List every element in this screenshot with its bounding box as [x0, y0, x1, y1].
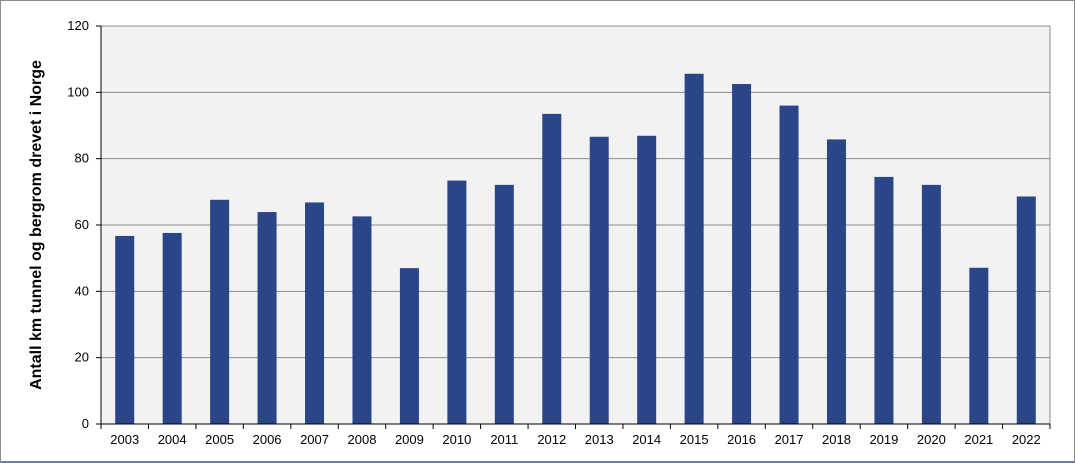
x-tick-label: 2019 — [869, 432, 898, 447]
bar-2019 — [874, 176, 894, 424]
bar-2003 — [115, 235, 135, 424]
y-tick-label: 60 — [75, 217, 89, 232]
x-tick-label: 2018 — [822, 432, 851, 447]
bar-2004 — [162, 232, 182, 424]
x-tick-label: 2005 — [205, 432, 234, 447]
bar-2013 — [589, 136, 609, 424]
bar-2007 — [305, 202, 325, 424]
x-tick-label: 2011 — [490, 432, 518, 447]
y-axis-title: Antall km tunnel og bergrom drevet i Nor… — [28, 60, 45, 390]
x-tick-label: 2015 — [680, 432, 709, 447]
y-tick-label: 100 — [67, 84, 89, 99]
bars — [115, 73, 1036, 425]
x-tick-label: 2016 — [727, 432, 756, 447]
x-tick-label: 2022 — [1012, 432, 1041, 447]
bar-2021 — [969, 267, 989, 424]
x-tick-label: 2007 — [300, 432, 329, 447]
bar-2016 — [732, 84, 752, 425]
bar-2014 — [637, 135, 657, 424]
x-tick-label: 2010 — [442, 432, 471, 447]
x-tick-label: 2006 — [253, 432, 282, 447]
x-tick-label: 2003 — [110, 432, 139, 447]
x-tick-label: 2004 — [158, 432, 187, 447]
bar-2020 — [921, 184, 941, 424]
y-tick-label: 120 — [67, 18, 89, 33]
bar-2015 — [684, 73, 704, 424]
bar-2017 — [779, 105, 799, 424]
y-tick-label: 80 — [75, 151, 89, 166]
bar-2005 — [210, 199, 230, 424]
bar-2018 — [826, 139, 846, 424]
x-tick-label: 2017 — [775, 432, 804, 447]
x-tick-labels: 2003 2004 2005 2006 2007 2008 2009 2010 2011 2012… — [100, 424, 1051, 447]
y-tick-label: 40 — [75, 283, 89, 298]
y-tick-labels: 0 20 40 60 80 100 120 — [67, 18, 101, 431]
y-tick-label: 0 — [82, 416, 89, 431]
bar-2006 — [257, 212, 277, 424]
bar-2009 — [399, 268, 419, 424]
bar-2011 — [494, 184, 514, 424]
x-tick-label: 2021 — [964, 432, 993, 447]
x-tick-label: 2020 — [917, 432, 946, 447]
x-tick-label: 2012 — [537, 432, 566, 447]
y-tick-label: 20 — [75, 350, 89, 365]
x-tick-label: 2013 — [585, 432, 614, 447]
bar-2012 — [542, 113, 562, 425]
x-tick-label: 2008 — [348, 432, 377, 447]
x-tick-label: 2009 — [395, 432, 424, 447]
x-tick-label: 2014 — [632, 432, 661, 447]
bar-2022 — [1016, 196, 1036, 424]
bar-2010 — [447, 180, 467, 424]
bar-2008 — [352, 216, 372, 424]
